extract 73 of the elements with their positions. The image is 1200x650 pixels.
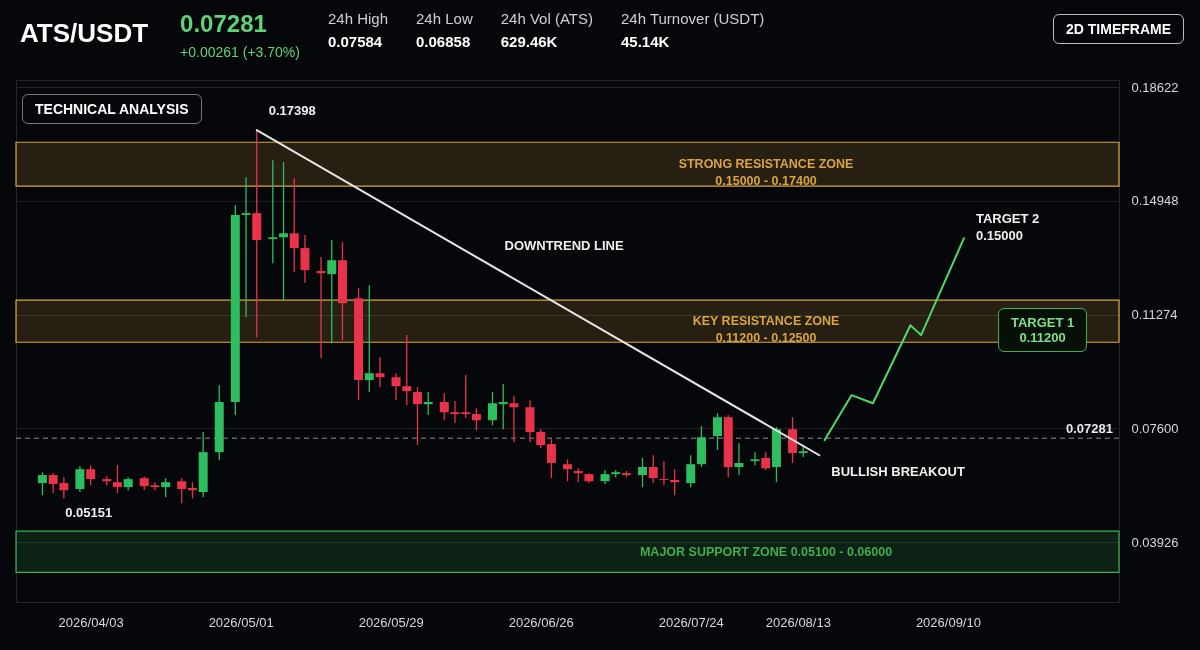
annotation: TARGET 1 0.11200	[998, 308, 1088, 352]
annotation: TECHNICAL ANALYSIS	[22, 94, 202, 124]
y-tick-label: 0.11274	[1131, 307, 1178, 323]
candlestick	[638, 457, 648, 488]
ref-line-label: 0.07281	[1066, 421, 1113, 437]
candlestick	[670, 468, 680, 496]
candlestick	[450, 400, 460, 424]
candlestick	[734, 442, 744, 476]
y-tick-label: 0.14948	[1131, 193, 1179, 209]
text: 45.14K	[620, 33, 671, 50]
y-tick-label: 0.18622	[1131, 79, 1179, 95]
candlestick	[713, 412, 723, 451]
candlestick	[402, 334, 412, 406]
candlestick	[648, 454, 658, 484]
candlestick	[316, 256, 326, 359]
annotation: DOWNTREND LINE	[504, 238, 624, 254]
candlestick	[300, 234, 310, 284]
candlestick	[750, 451, 760, 466]
candlestick	[391, 372, 401, 401]
text: 24h Vol (ATS)	[500, 10, 593, 27]
candlestick	[487, 391, 497, 426]
candlestick	[289, 177, 299, 273]
candlestick	[498, 383, 508, 430]
text: 0.06858	[416, 33, 472, 50]
text: 24h High	[327, 10, 388, 27]
text: 24h Turnover (USDT)	[620, 10, 765, 27]
candlestick	[279, 161, 289, 301]
text: 629.46K	[500, 33, 559, 50]
y-tick-label: 0.07600	[1131, 420, 1179, 436]
x-tick-label: 2026/09/10	[915, 614, 981, 630]
band-label: MAJOR SUPPORT ZONE 0.05100 - 0.06000	[639, 544, 893, 559]
candlestick	[788, 416, 798, 464]
band-label: KEY RESISTANCE ZONE 0.11200 - 0.12500	[692, 314, 840, 346]
text: 2D TIMEFRAME	[1053, 14, 1184, 44]
x-tick-label: 2026/06/26	[508, 614, 574, 630]
x-tick-label: 2026/07/24	[658, 614, 724, 630]
band-label: STRONG RESISTANCE ZONE 0.15000 - 0.17400	[678, 157, 854, 189]
candlestick	[37, 471, 47, 496]
annotation: BULLISH BREAKOUT	[831, 464, 965, 480]
text: +0.00261 (+3.70%)	[180, 44, 300, 60]
candlestick	[439, 392, 449, 421]
candlestick	[375, 356, 385, 388]
candlestick	[112, 464, 122, 494]
candlestick	[471, 407, 481, 431]
candlestick	[327, 239, 337, 344]
candlestick	[686, 454, 696, 488]
candlestick	[546, 438, 556, 479]
annotation: 0.05151	[65, 505, 113, 521]
candlestick	[461, 374, 471, 419]
candlestick	[423, 391, 433, 416]
candlestick	[86, 464, 96, 486]
x-tick-label: 2026/04/03	[58, 614, 124, 630]
text: 24h Low	[416, 10, 473, 27]
candlestick	[364, 284, 374, 393]
text: 0.07281	[180, 10, 268, 38]
x-tick-label: 2026/08/13	[765, 614, 831, 630]
x-tick-label: 2026/05/01	[208, 614, 274, 630]
text: 0.07584	[327, 33, 384, 50]
candlestick	[177, 477, 187, 504]
candlestick	[268, 159, 278, 264]
annotation: TARGET 2 0.15000	[975, 211, 1040, 244]
candlestick	[536, 428, 546, 449]
candlestick	[563, 458, 572, 482]
candlestick	[161, 477, 171, 498]
candlestick	[241, 176, 251, 318]
candlestick	[509, 395, 519, 443]
y-tick-label: 0.03926	[1131, 534, 1179, 550]
x-tick-label: 2026/05/29	[358, 614, 424, 630]
chart-title: ATS/USDT	[20, 18, 149, 49]
candlestick	[75, 465, 85, 493]
annotation: 0.17398	[268, 103, 316, 119]
candlestick	[412, 386, 422, 446]
candlestick	[659, 460, 669, 486]
